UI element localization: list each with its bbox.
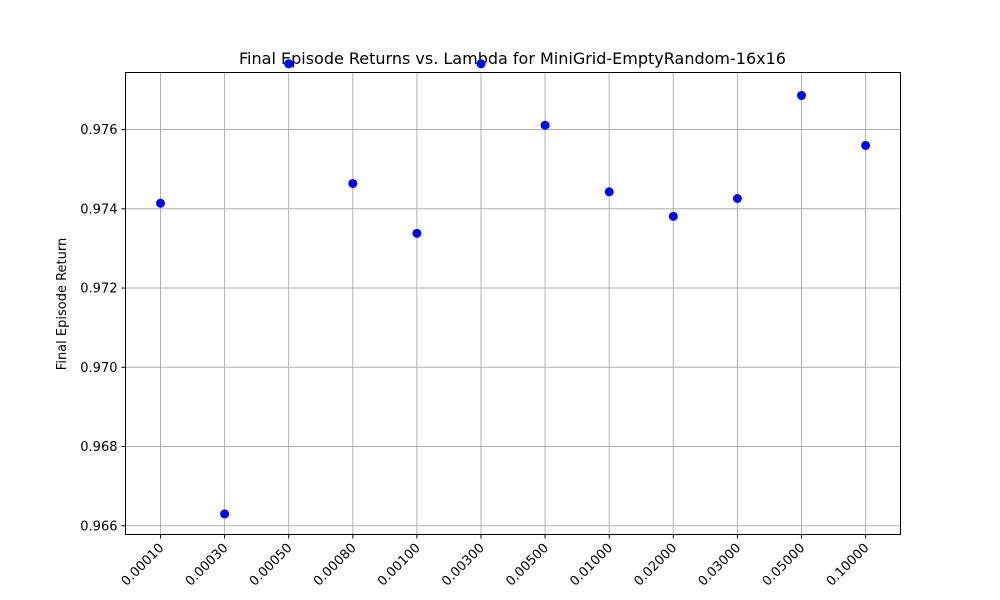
y-axis-ticks: 0.966 0.968 0.970 0.972 0.974 0.976 bbox=[80, 123, 126, 534]
x-tick-label: 0.02000 bbox=[632, 541, 681, 590]
x-tick-label: 0.00300 bbox=[439, 541, 488, 590]
data-point bbox=[540, 120, 550, 130]
data-point bbox=[797, 90, 806, 100]
data-point bbox=[476, 59, 486, 69]
data-point bbox=[412, 228, 422, 238]
y-axis-label: Final Episode Return bbox=[55, 238, 70, 370]
x-tick-label: 0.03000 bbox=[696, 541, 745, 590]
data-point bbox=[732, 194, 742, 203]
x-axis-ticks: 0.00010 0.00030 0.00050 0.00080 0.00100 0.003… bbox=[119, 534, 873, 590]
data-point bbox=[348, 178, 358, 188]
x-tick-label: 0.00500 bbox=[503, 541, 552, 590]
y-tick-label: 0.976 bbox=[80, 123, 117, 138]
x-tick-label: 0.00030 bbox=[183, 541, 232, 590]
y-tick-label: 0.966 bbox=[80, 519, 117, 534]
y-tick-label: 0.972 bbox=[80, 282, 117, 297]
grid-lines bbox=[125, 72, 901, 535]
data-point bbox=[284, 59, 294, 69]
y-tick-label: 0.968 bbox=[80, 440, 117, 455]
x-tick-label: 0.00100 bbox=[375, 541, 424, 590]
y-tick-label: 0.970 bbox=[80, 361, 117, 376]
x-tick-label: 0.05000 bbox=[760, 541, 809, 590]
x-tick-label: 0.00080 bbox=[311, 541, 360, 590]
x-tick-label: 0.00010 bbox=[119, 541, 168, 590]
data-point bbox=[220, 509, 230, 519]
data-point bbox=[861, 140, 871, 150]
x-tick-label: 0.00050 bbox=[247, 541, 296, 590]
x-tick-label: 0.01000 bbox=[567, 541, 616, 590]
x-tick-label: 0.10000 bbox=[824, 541, 873, 590]
data-point bbox=[668, 211, 678, 221]
data-point bbox=[156, 198, 165, 208]
plot-frame bbox=[125, 72, 901, 535]
scatter-points bbox=[156, 59, 871, 519]
chart-title: Final Episode Returns vs. Lambda for Min… bbox=[239, 49, 786, 68]
data-point bbox=[604, 187, 614, 197]
y-tick-label: 0.974 bbox=[80, 202, 117, 217]
